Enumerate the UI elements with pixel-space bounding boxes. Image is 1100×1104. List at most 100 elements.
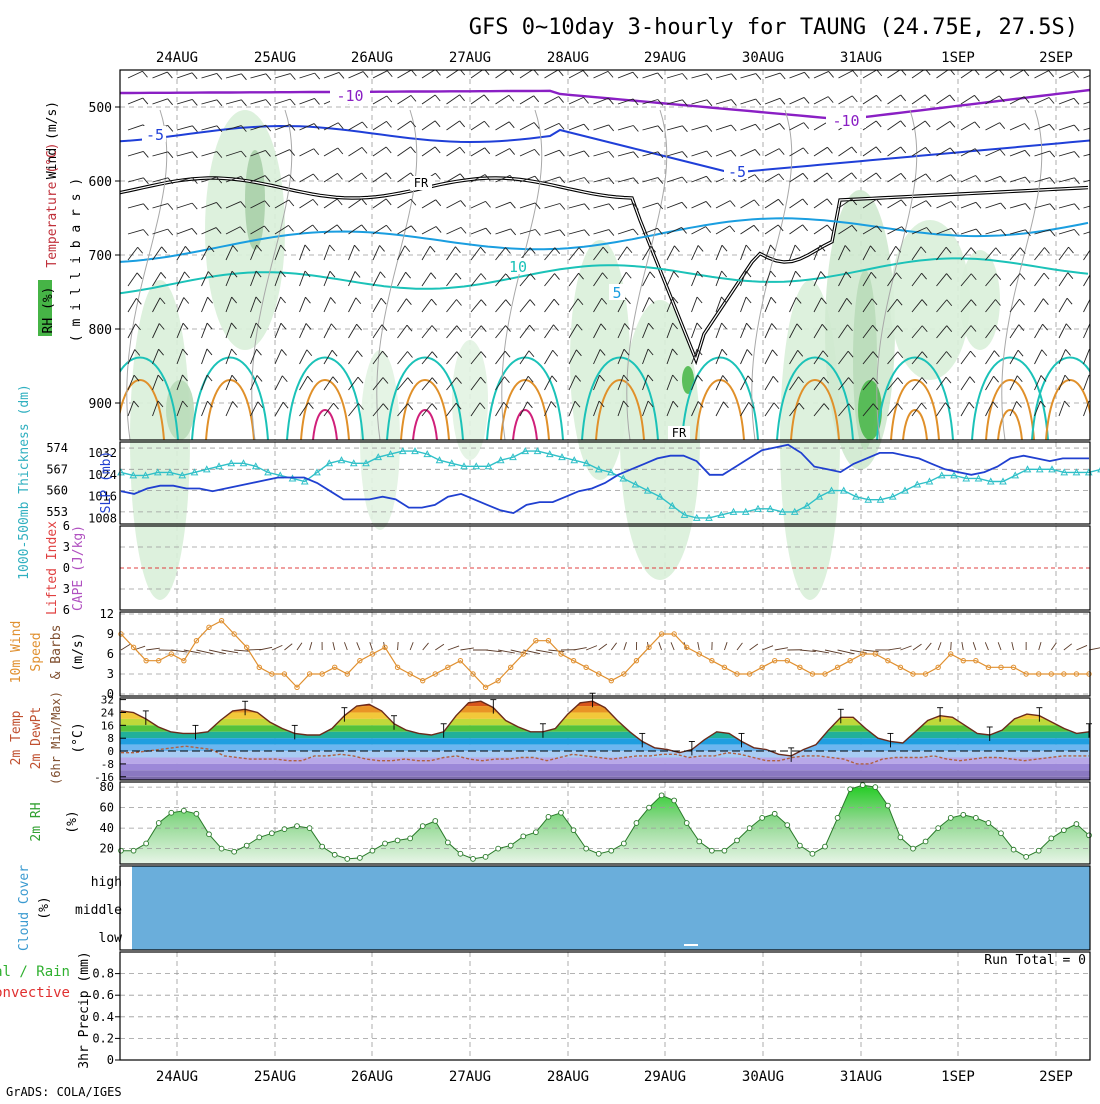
footer-credit: GrADS: COLA/IGES	[6, 1085, 122, 1099]
precip-tick-label: 0.6	[92, 988, 114, 1002]
date-label-top: 30AUG	[742, 50, 784, 66]
temp-band	[120, 719, 1090, 725]
rh-point	[923, 839, 928, 844]
pressure-tick-label: 900	[89, 397, 112, 412]
rh-point	[257, 835, 262, 840]
date-label-bottom: 26AUG	[351, 1069, 393, 1085]
rh-point	[571, 828, 576, 833]
wind-tick-label: 9	[107, 627, 114, 641]
cloud-fill	[132, 866, 1090, 950]
rh-point	[936, 826, 941, 831]
rh-point	[244, 843, 249, 848]
rh-point	[659, 793, 664, 798]
p1-ylabel-rh: RH (%)	[41, 287, 56, 334]
rh-point	[735, 838, 740, 843]
thickness-tick-label: 574	[46, 441, 68, 455]
p6-ylabel-unit: (%)	[65, 810, 80, 833]
rh-point	[1061, 828, 1066, 833]
temp-tick-label: 8	[107, 732, 114, 745]
rh-point	[181, 808, 186, 813]
rh-point	[295, 824, 300, 829]
contour-label-5: 5	[612, 284, 621, 302]
rh-point	[986, 821, 991, 826]
temp-band	[120, 738, 1090, 744]
rh-point	[458, 851, 463, 856]
rh-point	[471, 856, 476, 861]
rh-point	[282, 827, 287, 832]
p2-ylabel-thick: 1000-500mb Thickness (dm)	[17, 384, 32, 580]
rh-point	[131, 848, 136, 853]
p5-ylabel-a: 2m Temp	[9, 710, 24, 765]
temp-band	[120, 732, 1090, 738]
date-label-top: 26AUG	[351, 50, 393, 66]
rh-point	[634, 821, 639, 826]
p4-ylabel-b: Speed	[29, 632, 44, 671]
p4-ylabel-a: 10m Wind	[9, 621, 24, 684]
rh-point	[332, 852, 337, 857]
rh-point	[999, 831, 1004, 836]
rh-point	[860, 783, 865, 788]
rh-point	[156, 821, 161, 826]
p5-ylabel-c: (6hr Min/Max)	[49, 691, 63, 785]
date-label-bottom: 29AUG	[644, 1069, 686, 1085]
rh-point	[709, 848, 714, 853]
rh-point	[408, 836, 413, 841]
thickness-tick-label: 560	[46, 484, 68, 498]
rh-point	[420, 824, 425, 829]
rh-point	[194, 811, 199, 816]
rh-point	[885, 803, 890, 808]
temp-band	[120, 745, 1090, 751]
rh-shading	[245, 150, 265, 250]
temp-band	[120, 764, 1090, 770]
rh-point	[345, 856, 350, 861]
rh-point	[873, 785, 878, 790]
date-label-bottom: 31AUG	[840, 1069, 882, 1085]
rh-shading	[205, 110, 285, 350]
rh-point	[1087, 833, 1092, 838]
p6-ylabel-a: 2m RH	[29, 802, 44, 841]
rh-point	[772, 811, 777, 816]
p4-ylabel-unit: (m/s)	[71, 632, 86, 671]
wind-tick-label: 3	[107, 667, 114, 681]
rh-point	[383, 841, 388, 846]
precip-tick-label: 0.4	[92, 1010, 114, 1024]
thickness-tick-label: 567	[46, 462, 68, 476]
li-tick-label: 6	[63, 519, 70, 533]
wind-barb	[398, 642, 399, 650]
rh-point	[810, 851, 815, 856]
li-tick-label: 6	[63, 603, 70, 617]
rh-point	[219, 846, 224, 851]
date-label-top: 2SEP	[1039, 50, 1073, 66]
temp-band	[120, 725, 1090, 731]
rh-point	[785, 823, 790, 828]
p2-ylabel-slp: SLP (mb)	[99, 451, 114, 514]
rh-point	[684, 821, 689, 826]
p7-ylabel-a: Cloud Cover	[17, 865, 32, 951]
rh-point	[1011, 847, 1016, 852]
temp-band	[120, 751, 1090, 757]
rh-point	[508, 843, 513, 848]
rh-point	[357, 855, 362, 860]
rh-point	[584, 846, 589, 851]
rh-tick-label: 40	[100, 821, 114, 835]
rh-point	[521, 834, 526, 839]
date-label-top: 24AUG	[156, 50, 198, 66]
li-tick-label: 3	[63, 540, 70, 554]
date-label-bottom: 27AUG	[449, 1069, 491, 1085]
p7-label-middle: middle	[75, 903, 122, 918]
p4-ylabel-c: & Barbs	[49, 625, 64, 680]
date-label-bottom: 1SEP	[941, 1069, 975, 1085]
wind-tick-label: 12	[100, 607, 114, 621]
thickness-tick-label: 553	[46, 505, 68, 519]
rh-point	[559, 810, 564, 815]
pressure-tick-label: 500	[89, 101, 112, 116]
rh-shading	[166, 380, 194, 440]
rh-shading	[960, 250, 1000, 350]
pressure-tick-label: 800	[89, 323, 112, 338]
chart-title: GFS 0~10day 3-hourly for TAUNG (24.75E, …	[469, 15, 1078, 40]
cloud-cover-panel	[132, 866, 1090, 950]
rh-point	[835, 815, 840, 820]
p5-ylabel-unit: (°C)	[71, 722, 86, 753]
rh-point	[119, 848, 124, 853]
